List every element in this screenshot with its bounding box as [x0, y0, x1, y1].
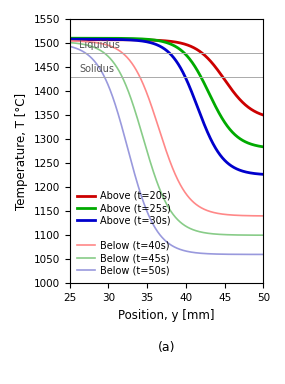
Above (t=30s) — [118, 37, 121, 42]
Below (t=50s) — [262, 252, 265, 257]
Above (t=25s) — [214, 104, 217, 109]
Text: (a): (a) — [158, 341, 175, 354]
Above (t=30s) — [156, 43, 159, 47]
Below (t=50s) — [102, 74, 106, 78]
Below (t=45s) — [156, 181, 159, 185]
Below (t=40s) — [214, 211, 217, 215]
Text: Solidus: Solidus — [79, 64, 114, 74]
Above (t=25s) — [156, 38, 159, 43]
Above (t=25s) — [262, 144, 265, 149]
Above (t=30s) — [262, 172, 265, 177]
Below (t=50s) — [68, 44, 71, 49]
Above (t=30s) — [197, 109, 201, 113]
Below (t=40s) — [262, 214, 265, 218]
Above (t=20s) — [156, 38, 159, 43]
Line: Below (t=45s): Below (t=45s) — [70, 43, 263, 235]
Y-axis label: Temperature, T [°C]: Temperature, T [°C] — [15, 93, 28, 210]
Above (t=25s) — [102, 36, 106, 41]
Legend: Above (t=20s), Above (t=25s), Above (t=30s), , Below (t=40s), Below (t=45s), Bel: Above (t=20s), Above (t=25s), Above (t=3… — [74, 188, 174, 278]
Above (t=25s) — [182, 50, 186, 55]
Below (t=45s) — [102, 50, 106, 55]
Above (t=20s) — [182, 41, 186, 46]
Below (t=40s) — [68, 39, 71, 43]
Below (t=40s) — [197, 204, 201, 209]
Below (t=45s) — [182, 223, 186, 227]
Below (t=50s) — [118, 116, 121, 121]
Below (t=45s) — [118, 70, 121, 74]
Line: Above (t=30s): Above (t=30s) — [70, 39, 263, 174]
Above (t=20s) — [214, 65, 217, 70]
Below (t=50s) — [182, 248, 186, 253]
Below (t=40s) — [156, 121, 159, 126]
Below (t=45s) — [68, 40, 71, 45]
Below (t=50s) — [214, 252, 217, 257]
Above (t=30s) — [214, 146, 217, 151]
Above (t=30s) — [182, 72, 186, 76]
Below (t=50s) — [156, 229, 159, 233]
Below (t=40s) — [102, 42, 106, 46]
Line: Above (t=20s): Above (t=20s) — [70, 40, 263, 115]
Line: Below (t=40s): Below (t=40s) — [70, 41, 263, 216]
Above (t=20s) — [102, 37, 106, 42]
Below (t=40s) — [118, 48, 121, 53]
Below (t=45s) — [214, 232, 217, 237]
Above (t=25s) — [118, 36, 121, 41]
Above (t=25s) — [68, 36, 71, 41]
Below (t=50s) — [197, 251, 201, 255]
Text: Liquidus: Liquidus — [79, 40, 120, 50]
Above (t=20s) — [262, 113, 265, 118]
Line: Below (t=50s): Below (t=50s) — [70, 46, 263, 255]
Above (t=30s) — [68, 37, 71, 41]
Line: Above (t=25s): Above (t=25s) — [70, 38, 263, 147]
Below (t=40s) — [182, 188, 186, 193]
Above (t=20s) — [197, 48, 201, 53]
Above (t=30s) — [102, 37, 106, 41]
X-axis label: Position, y [mm]: Position, y [mm] — [118, 309, 215, 321]
Above (t=25s) — [197, 71, 201, 76]
Above (t=20s) — [68, 37, 71, 42]
Below (t=45s) — [262, 233, 265, 237]
Above (t=20s) — [118, 37, 121, 42]
Below (t=45s) — [197, 229, 201, 234]
